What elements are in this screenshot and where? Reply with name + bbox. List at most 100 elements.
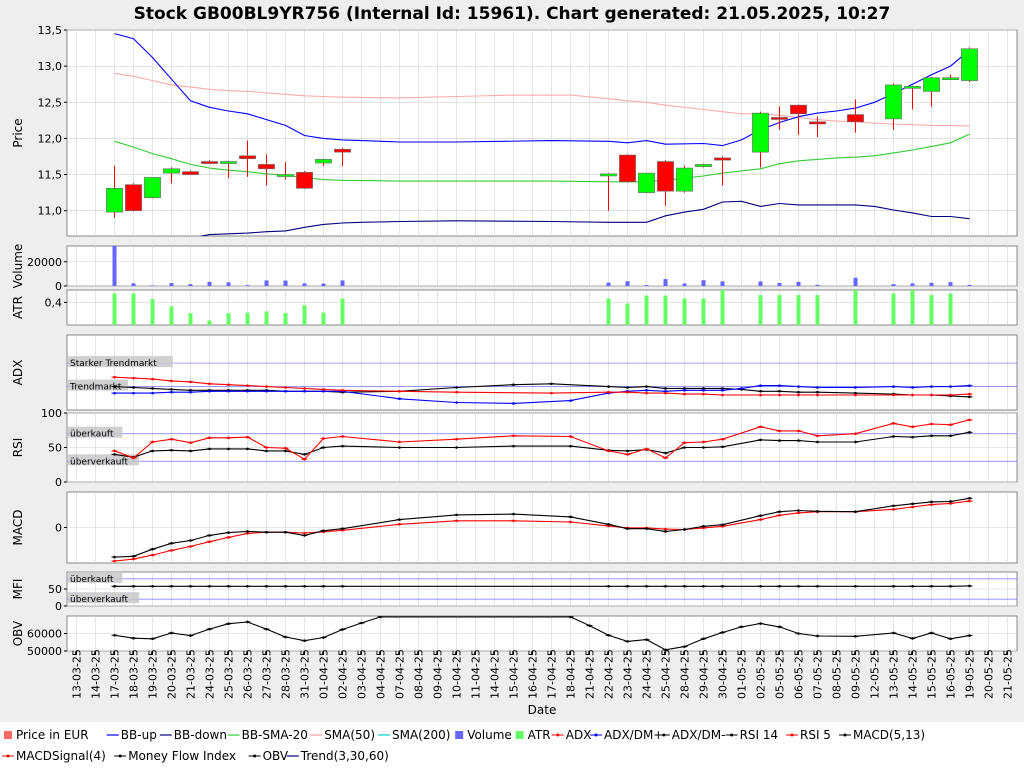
adx-marker bbox=[911, 393, 914, 397]
atr-bar bbox=[891, 293, 896, 325]
macd-signal-marker bbox=[132, 557, 135, 561]
rsi14-marker bbox=[170, 448, 173, 452]
x-tick-label: 21-04-25 bbox=[584, 649, 597, 699]
x-tick-label: 16-04-25 bbox=[527, 649, 540, 699]
rsi5-marker bbox=[892, 422, 895, 425]
dm-plus-marker bbox=[854, 386, 857, 389]
volume-bar bbox=[606, 282, 611, 286]
x-tick-label: 10-04-25 bbox=[451, 649, 464, 699]
rsi5-marker bbox=[227, 436, 230, 440]
rsi5-marker bbox=[512, 434, 515, 438]
legend-item: ADX bbox=[551, 728, 591, 742]
mfi-over-ref-label: überkauft bbox=[70, 575, 114, 585]
dm-plus-marker bbox=[170, 390, 173, 394]
chart-title: Stock GB00BL9YR756 (Internal Id: 15961).… bbox=[134, 4, 891, 24]
dm-minus-marker bbox=[683, 387, 686, 390]
macd-marker bbox=[132, 554, 135, 558]
obv-marker bbox=[911, 637, 914, 640]
macd-marker bbox=[759, 514, 762, 517]
macd-signal-marker bbox=[930, 503, 933, 506]
obv-marker bbox=[702, 637, 705, 641]
mfi-marker bbox=[151, 584, 154, 588]
rsi14-marker bbox=[702, 446, 705, 449]
macd-marker bbox=[930, 500, 933, 504]
rsi-over-ref-label-bg bbox=[68, 426, 123, 438]
rsi14-marker bbox=[512, 444, 515, 448]
adx-marker bbox=[797, 393, 800, 397]
dm-minus-marker bbox=[797, 390, 800, 394]
atr-bar bbox=[302, 305, 307, 325]
dm-minus-marker bbox=[702, 387, 705, 390]
x-tick-label: 13-03-25 bbox=[71, 649, 84, 699]
macd-signal-marker bbox=[170, 549, 173, 552]
candle-body bbox=[619, 154, 636, 183]
atr-bar bbox=[283, 313, 288, 325]
volume-tick-label: 20000 bbox=[27, 256, 62, 269]
rsi5-marker bbox=[702, 440, 705, 444]
volume-bar bbox=[948, 282, 953, 286]
x-tick-label: 20-03-25 bbox=[166, 649, 179, 699]
x-tick-label: 07-04-25 bbox=[394, 649, 407, 699]
legend-item: BB-up bbox=[106, 728, 157, 742]
dm-plus-marker bbox=[778, 384, 781, 387]
x-tick-label: 21-05-25 bbox=[1002, 649, 1015, 699]
obv-tick-label: 50000 bbox=[27, 645, 62, 658]
macd-marker bbox=[721, 523, 724, 527]
macd-marker bbox=[892, 504, 895, 508]
macd-marker bbox=[227, 531, 230, 534]
mfi-marker bbox=[968, 584, 971, 588]
macd-marker bbox=[816, 510, 819, 513]
bb-down-line bbox=[199, 200, 970, 236]
dm-plus-marker bbox=[512, 402, 515, 405]
price-axis-title: Price bbox=[11, 118, 25, 147]
legend-swatch bbox=[594, 733, 598, 737]
mfi-marker bbox=[208, 584, 211, 588]
rsi14-marker bbox=[227, 447, 230, 451]
volume-bar bbox=[663, 279, 668, 286]
obv-marker bbox=[607, 633, 610, 637]
mfi-marker bbox=[911, 584, 914, 588]
legend-item: OBV bbox=[248, 749, 289, 763]
x-tick-label: 11-04-25 bbox=[470, 649, 483, 699]
obv-marker bbox=[759, 622, 762, 625]
obv-marker bbox=[816, 634, 819, 638]
legend-swatch bbox=[6, 754, 10, 758]
volume-bar bbox=[625, 281, 630, 286]
mfi-marker bbox=[664, 584, 667, 588]
atr-bar bbox=[169, 306, 174, 325]
x-tick-label: 14-05-25 bbox=[907, 649, 920, 699]
candle-body bbox=[334, 148, 351, 153]
dm-minus-marker bbox=[512, 383, 515, 386]
x-tick-label: 13-05-25 bbox=[888, 649, 901, 699]
obv-axis-title: OBV bbox=[11, 620, 25, 646]
legend-swatch bbox=[515, 731, 524, 739]
rsi14-marker bbox=[246, 447, 249, 451]
obv-tick-label: 60000 bbox=[27, 628, 62, 641]
x-tick-label: 07-05-25 bbox=[812, 649, 825, 699]
dm-minus-marker bbox=[189, 389, 192, 392]
macd-signal-marker bbox=[911, 505, 914, 509]
candle-body bbox=[885, 84, 902, 120]
obv-marker bbox=[892, 631, 895, 635]
obv-marker bbox=[170, 631, 173, 635]
candle-body bbox=[296, 172, 313, 189]
mfi-marker bbox=[778, 584, 781, 588]
legend-label: MACDSignal(4) bbox=[16, 749, 106, 763]
dm-plus-marker bbox=[664, 389, 667, 393]
rsi5-marker bbox=[189, 441, 192, 444]
dm-plus-marker bbox=[949, 385, 952, 388]
rsi14-marker bbox=[322, 446, 325, 449]
obv-marker bbox=[227, 622, 230, 625]
candle-body bbox=[106, 187, 123, 213]
legend-item: SMA(50) bbox=[310, 728, 375, 742]
adx-marker bbox=[265, 385, 268, 388]
rsi5-marker bbox=[398, 440, 401, 444]
obv-marker bbox=[360, 621, 363, 625]
dm-plus-marker bbox=[569, 399, 572, 402]
candle-body bbox=[923, 77, 940, 92]
atr-bar bbox=[682, 298, 687, 325]
macd-marker bbox=[151, 547, 154, 551]
macd-marker bbox=[512, 512, 515, 516]
volume-bar bbox=[302, 283, 307, 286]
mfi-marker bbox=[892, 584, 895, 588]
